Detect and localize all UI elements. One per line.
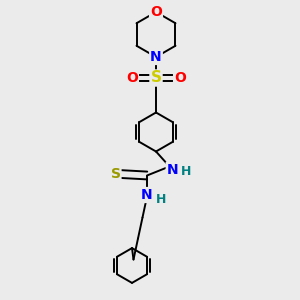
Text: N: N [141,188,153,202]
Text: O: O [126,71,138,85]
Text: N: N [167,163,178,176]
Text: O: O [150,5,162,19]
Text: O: O [174,71,186,85]
Text: N: N [150,50,162,64]
Text: H: H [156,193,166,206]
Text: S: S [151,70,161,86]
Text: S: S [110,167,121,181]
Text: H: H [181,165,191,178]
